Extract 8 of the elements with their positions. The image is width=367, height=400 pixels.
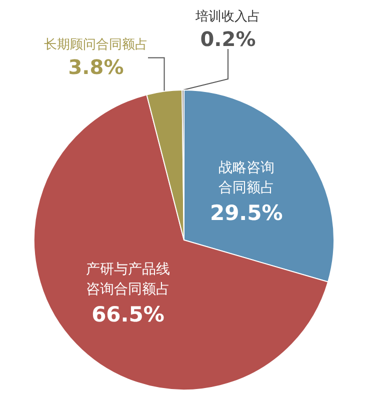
data-label: 0.2% — [200, 27, 256, 51]
data-label: 29.5% — [210, 201, 283, 226]
slice-label: 培训收入占 — [194, 10, 260, 24]
slice-label: 产研与产品线咨询合同额占 — [86, 261, 170, 298]
data-label: 66.5% — [92, 302, 164, 326]
slice-label: 长期顾问合同额占 — [44, 38, 148, 52]
data-label: 3.8% — [68, 55, 124, 79]
slice-label: 战略咨询合同额占 — [218, 160, 274, 196]
